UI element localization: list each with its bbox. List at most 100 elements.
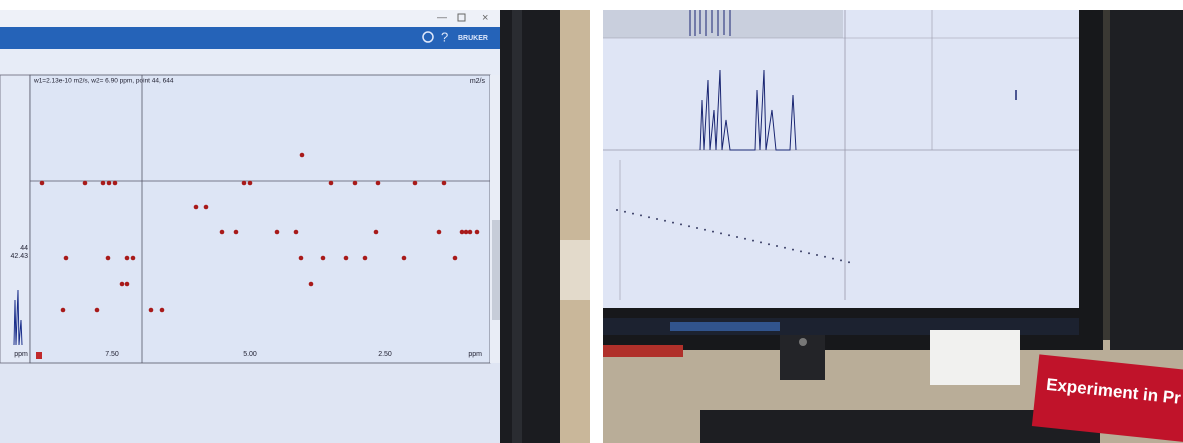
decay-dot (704, 229, 706, 231)
peak-dot (413, 181, 418, 186)
peak-dot (299, 256, 304, 261)
cursor-readout: w1=2.13e-10 m2/s, w2= 6.90 ppm, point 44… (33, 78, 174, 85)
decay-dot (752, 240, 754, 242)
photo-pair: — × ? BRUKER 44 42.43 ppm w1=2.13e-10 m2… (0, 0, 1183, 443)
decay-dot (632, 213, 634, 215)
peak-dot (460, 230, 465, 235)
decay-dot (744, 238, 746, 240)
decay-dot (824, 256, 826, 258)
decay-dot (712, 231, 714, 233)
peak-dot (329, 181, 334, 186)
peak-dot (376, 181, 381, 186)
page: Monitors showing NMR software html, body… (0, 0, 1183, 443)
peak-dot (131, 256, 136, 261)
side-label: 44 (20, 245, 28, 252)
decay-dot (696, 227, 698, 229)
peak-dot (468, 230, 473, 235)
left-photo: — × ? BRUKER 44 42.43 ppm w1=2.13e-10 m2… (0, 10, 590, 443)
decay-dot (792, 249, 794, 251)
plot-frame (30, 75, 490, 363)
window-title-bar (0, 10, 505, 27)
taskbar-icons (670, 322, 780, 331)
minimize-icon: — (437, 13, 447, 24)
top-pane (603, 10, 843, 38)
peak-dot (475, 230, 480, 235)
peak-dot (64, 256, 69, 261)
decay-dot (784, 247, 786, 249)
decay-dot (648, 216, 650, 218)
peak-dot (125, 256, 130, 261)
unit-label: m2/s (470, 78, 486, 85)
side-unit: ppm (14, 351, 28, 358)
peak-dot (248, 181, 253, 186)
peak-dot (374, 230, 379, 235)
decay-dot (840, 259, 842, 261)
peak-dot (40, 181, 45, 186)
peak-dot (113, 181, 118, 186)
peak-dot (204, 205, 209, 210)
side-label: 42.43 (10, 253, 28, 260)
decay-dot (688, 225, 690, 227)
peak-dot (106, 256, 111, 261)
peak-dot (353, 181, 358, 186)
decay-dot (720, 232, 722, 234)
decay-dot (616, 209, 618, 211)
x-tick-label: 5.00 (243, 351, 257, 358)
peak-dot (234, 230, 239, 235)
decay-dot (808, 252, 810, 254)
vendor-logo: BRUKER (458, 35, 488, 42)
peak-dot (442, 181, 447, 186)
decay-dot (768, 243, 770, 245)
peak-dot (437, 230, 442, 235)
peak-dot (61, 308, 66, 313)
decay-dot (680, 223, 682, 225)
peak-dot (95, 308, 100, 313)
right-photo: Experiment in Pr (603, 10, 1183, 443)
decay-dot (672, 222, 674, 224)
peak-dot (363, 256, 368, 261)
peak-dot (107, 181, 112, 186)
toolbar (0, 27, 505, 49)
second-monitor (1110, 10, 1183, 350)
peak-dot (300, 153, 305, 158)
peak-dot (149, 308, 154, 313)
device (930, 330, 1020, 385)
decay-dot (832, 258, 834, 260)
peak-dot (275, 230, 280, 235)
peak-dot (194, 205, 199, 210)
peak-dot (160, 308, 165, 313)
wall-light (560, 240, 590, 300)
peak-dot (453, 256, 458, 261)
bezel-highlight (512, 10, 522, 443)
peak-dot (402, 256, 407, 261)
decay-dot (728, 234, 730, 236)
decay-dot (848, 261, 850, 263)
peak-dot (220, 230, 225, 235)
decay-dot (800, 250, 802, 252)
x-tick-label: 7.50 (105, 351, 119, 358)
peak-dot (464, 230, 469, 235)
decay-dot (656, 218, 658, 220)
peak-dot (309, 282, 314, 287)
x-tick-label: 2.50 (378, 351, 392, 358)
red-label (603, 345, 683, 357)
decay-dot (776, 245, 778, 247)
help-icon: ? (441, 29, 448, 44)
decay-dot (760, 241, 762, 243)
scrollbar-thumb (492, 220, 500, 320)
peak-dot (294, 230, 299, 235)
decay-dot (736, 236, 738, 238)
marker-square (36, 352, 42, 359)
peak-dot (101, 181, 106, 186)
hp-logo (799, 338, 807, 346)
close-icon: × (482, 12, 488, 24)
peak-dot (120, 282, 125, 287)
monitor-bezel (500, 10, 560, 443)
peak-dot (242, 181, 247, 186)
peak-dot (83, 181, 88, 186)
wall (560, 10, 590, 443)
peak-dot (125, 282, 130, 287)
decay-dot (624, 211, 626, 213)
toolbar-gap (0, 49, 505, 75)
x-unit-label: ppm (468, 351, 482, 358)
